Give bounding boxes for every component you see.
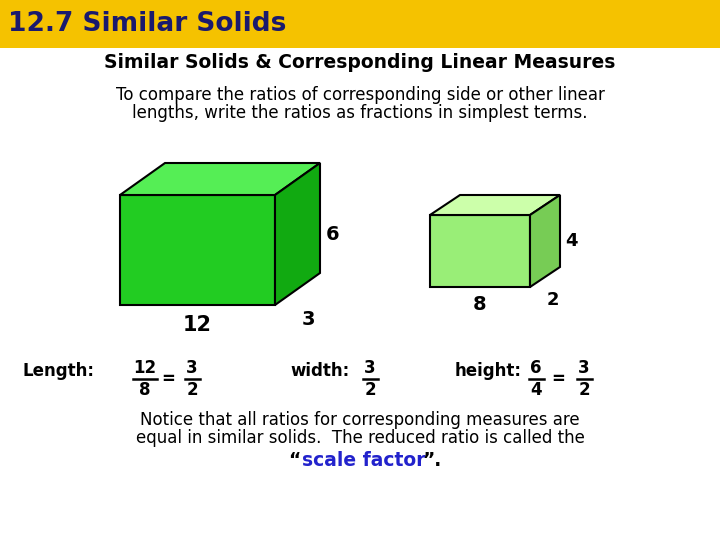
Text: 3: 3 xyxy=(302,310,315,329)
Text: lengths, write the ratios as fractions in simplest terms.: lengths, write the ratios as fractions i… xyxy=(132,104,588,122)
Text: 6: 6 xyxy=(326,225,340,244)
Text: To compare the ratios of corresponding side or other linear: To compare the ratios of corresponding s… xyxy=(116,86,604,104)
Text: 2: 2 xyxy=(186,381,198,399)
Text: 6: 6 xyxy=(530,359,541,377)
Text: height:: height: xyxy=(455,362,522,380)
Text: 3: 3 xyxy=(186,359,198,377)
Polygon shape xyxy=(530,195,560,287)
Polygon shape xyxy=(275,163,320,305)
Polygon shape xyxy=(430,195,560,215)
Text: 2: 2 xyxy=(364,381,376,399)
Text: “: “ xyxy=(288,450,300,469)
Text: Similar Solids & Corresponding Linear Measures: Similar Solids & Corresponding Linear Me… xyxy=(104,52,616,71)
Bar xyxy=(0,0,720,48)
Text: 12: 12 xyxy=(133,359,156,377)
Text: 4: 4 xyxy=(530,381,542,399)
Text: 3: 3 xyxy=(578,359,590,377)
Text: scale factor: scale factor xyxy=(302,450,426,469)
Text: 8: 8 xyxy=(473,295,487,314)
Text: 12.7 Similar Solids: 12.7 Similar Solids xyxy=(8,11,287,37)
Text: 8: 8 xyxy=(139,381,150,399)
Text: =: = xyxy=(551,370,565,388)
Polygon shape xyxy=(120,195,275,305)
Text: 2: 2 xyxy=(547,291,559,309)
Text: Length:: Length: xyxy=(22,362,94,380)
Polygon shape xyxy=(430,215,530,287)
Text: width:: width: xyxy=(290,362,349,380)
Text: =: = xyxy=(161,370,175,388)
Text: 12: 12 xyxy=(182,315,212,335)
Text: equal in similar solids.  The reduced ratio is called the: equal in similar solids. The reduced rat… xyxy=(135,429,585,447)
Text: Notice that all ratios for corresponding measures are: Notice that all ratios for corresponding… xyxy=(140,411,580,429)
Polygon shape xyxy=(120,163,320,195)
Text: ”.: ”. xyxy=(422,450,441,469)
Text: 3: 3 xyxy=(364,359,376,377)
Text: 2: 2 xyxy=(578,381,590,399)
Text: 4: 4 xyxy=(565,232,577,250)
